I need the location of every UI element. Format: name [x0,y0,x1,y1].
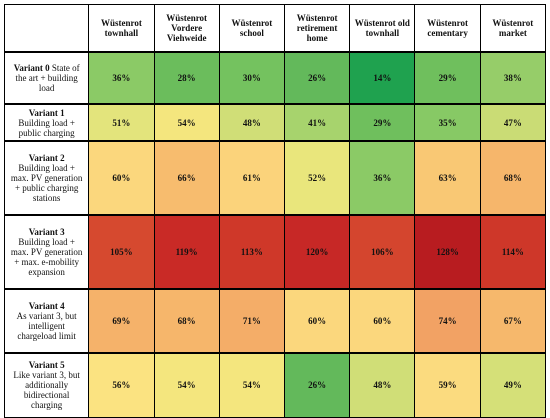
value-cell: 48% [349,352,416,418]
value-cell: 14% [349,51,416,105]
variant-name: Variant 4 [28,301,65,311]
variant-name: Variant 2 [28,153,65,163]
table-row: Variant 5 Like variant 3, but additional… [3,352,547,418]
value-cell: 113% [218,214,286,290]
value-cell: 56% [88,352,155,418]
value-cell: 54% [218,352,286,418]
value-cell: 119% [153,214,220,290]
column-header: Wüstenrot Vordere Viehweide [153,4,220,53]
column-header: Wüstenrot old townhall [349,4,416,53]
value-cell: 120% [283,214,351,290]
value-cell: 68% [153,288,220,354]
column-header: Wüstenrot school [218,4,286,53]
value-cell: 60% [349,288,416,354]
value-cell: 38% [479,51,547,105]
value-cell: 59% [414,352,481,418]
value-cell: 63% [414,140,481,216]
table-row: Variant 3 Building load + max. PV genera… [3,214,547,290]
row-header: Variant 2 Building load + max. PV genera… [3,140,90,216]
variant-description: Like variant 3, but additionally bidirec… [13,370,80,411]
variant-name: Variant 1 [28,107,65,118]
value-cell: 67% [479,288,547,354]
table-header: Wüstenrot townhall Wüstenrot Vordere Vie… [3,4,547,53]
header-row: Wüstenrot townhall Wüstenrot Vordere Vie… [3,4,547,53]
column-header: Wüstenrot cementary [414,4,481,53]
variant-description: As variant 3, but intelligent chargeload… [16,311,77,341]
value-cell: 41% [283,103,351,142]
value-cell: 29% [349,103,416,142]
column-header: Wüstenrot townhall [88,4,155,53]
row-header: Variant 1 Building load + public chargin… [3,103,90,142]
value-cell: 69% [88,288,155,354]
variant-description: Building load + max. PV generation + pub… [10,163,83,203]
value-cell: 66% [153,140,220,216]
value-cell: 28% [153,51,220,105]
variant-name: Variant 3 [28,227,65,237]
value-cell: 30% [218,51,286,105]
variant-description: Building load + public charging [18,117,75,138]
variant-description: State of the art + building load [15,63,80,93]
results-table-container: Wüstenrot townhall Wüstenrot Vordere Vie… [3,4,547,418]
value-cell: 36% [88,51,155,105]
value-cell: 49% [479,352,547,418]
value-cell: 29% [414,51,481,105]
row-header: Variant 4 As variant 3, but intelligent … [3,288,90,354]
row-header: Variant 3 Building load + max. PV genera… [3,214,90,290]
row-header: Variant 5 Like variant 3, but additional… [3,352,90,418]
value-cell: 52% [283,140,351,216]
value-cell: 54% [153,103,220,142]
column-header: Wüstenrot market [479,4,547,53]
value-cell: 35% [414,103,481,142]
value-cell: 68% [479,140,547,216]
value-cell: 36% [349,140,416,216]
variant-description: Building load + max. PV generation + max… [10,237,83,277]
table-row: Variant 4 As variant 3, but intelligent … [3,288,547,354]
value-cell: 51% [88,103,155,142]
table-row: Variant 2 Building load + max. PV genera… [3,140,547,216]
table-body: Variant 0 State of the art + building lo… [3,51,547,418]
results-table: Wüstenrot townhall Wüstenrot Vordere Vie… [3,4,547,418]
value-cell: 60% [283,288,351,354]
value-cell: 114% [479,214,547,290]
value-cell: 26% [283,352,351,418]
value-cell: 61% [218,140,286,216]
table-row: Variant 1 Building load + public chargin… [3,103,547,142]
corner-cell [3,4,90,53]
value-cell: 105% [88,214,155,290]
value-cell: 54% [153,352,220,418]
row-header: Variant 0 State of the art + building lo… [3,51,90,105]
value-cell: 128% [414,214,481,290]
variant-name: Variant 5 [28,360,65,371]
value-cell: 71% [218,288,286,354]
value-cell: 26% [283,51,351,105]
value-cell: 74% [414,288,481,354]
value-cell: 48% [218,103,286,142]
value-cell: 106% [349,214,416,290]
value-cell: 47% [479,103,547,142]
column-header: Wüstenrot retirement home [283,4,351,53]
variant-name: Variant 0 [13,63,50,73]
table-row: Variant 0 State of the art + building lo… [3,51,547,105]
value-cell: 60% [88,140,155,216]
